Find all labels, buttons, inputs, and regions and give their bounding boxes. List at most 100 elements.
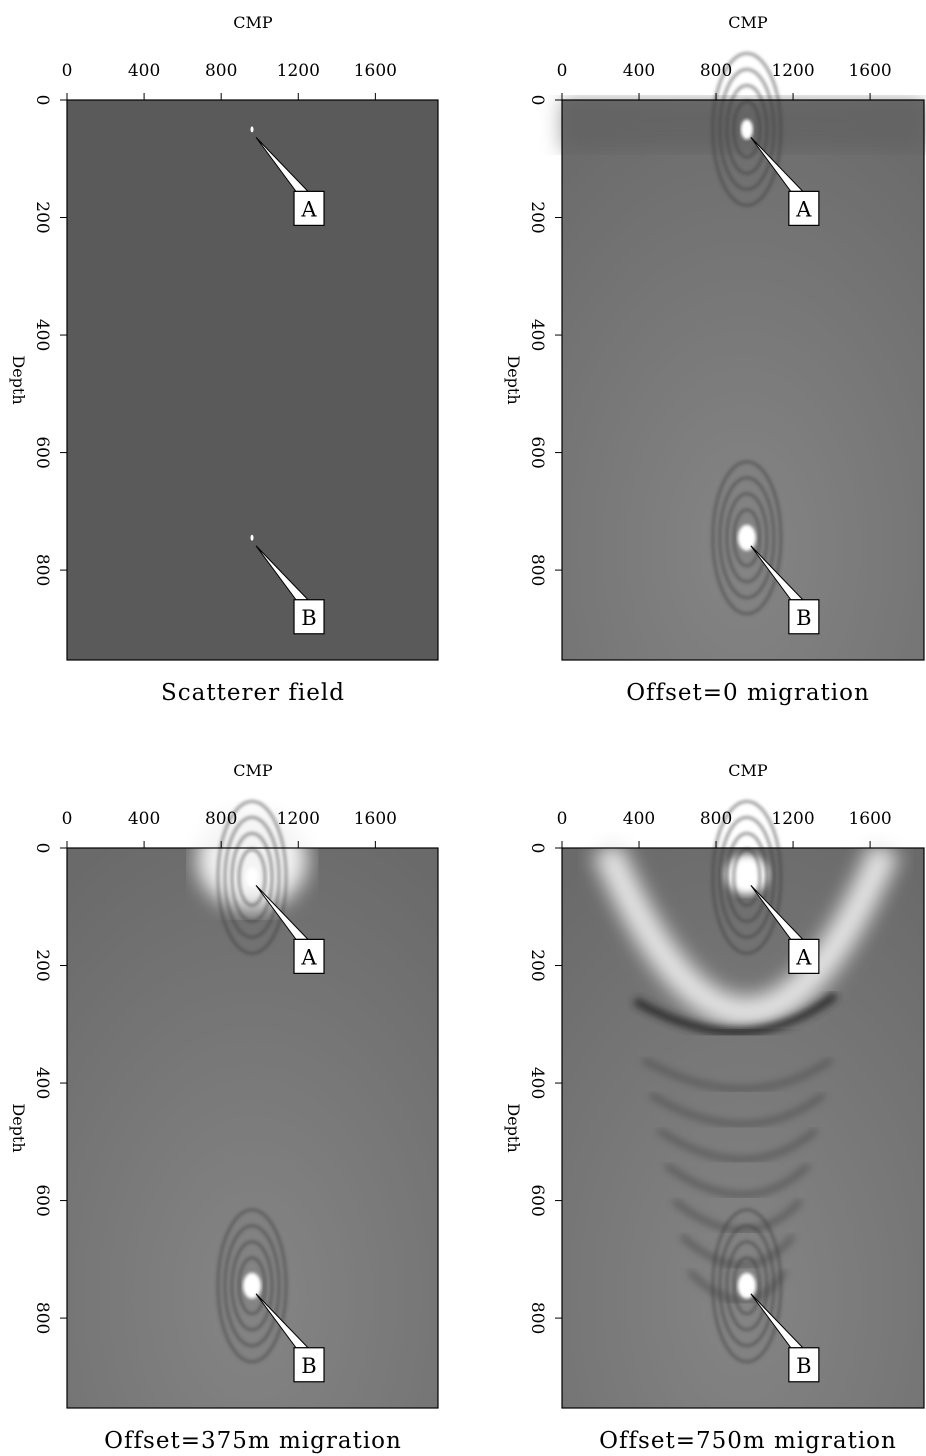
x-tick-label: 0 — [557, 61, 568, 81]
ripple — [237, 847, 267, 907]
ripple — [649, 1092, 826, 1127]
image — [67, 799, 438, 1408]
ripple — [732, 99, 762, 159]
y-tick-label: 800 — [527, 554, 547, 586]
panel: 0 400 800 1200 1600 0 200 400 600 800 CMP Depth Scat… — [9, 13, 439, 706]
y-tick-label: 200 — [32, 949, 52, 981]
label-box — [293, 938, 325, 974]
ripple — [216, 799, 288, 955]
y-tick-label: 0 — [32, 95, 52, 106]
x-tick-label: 1600 — [848, 61, 891, 81]
focus — [740, 119, 753, 140]
y-tick-label: 400 — [32, 319, 52, 351]
x-axis-label: CMP — [233, 13, 273, 32]
x-tick-label: 400 — [128, 809, 160, 829]
x-tick-label: 1200 — [277, 809, 320, 829]
focus — [243, 1272, 262, 1299]
y-axis-label: Depth — [504, 1103, 523, 1152]
bowl — [592, 842, 900, 1028]
y-tick-label: 600 — [32, 436, 52, 468]
x-tick-label: 400 — [128, 61, 160, 81]
focus — [737, 1272, 756, 1299]
ripple — [725, 1240, 769, 1332]
ripple — [718, 1224, 776, 1348]
caption: Offset=375m migration — [104, 1428, 402, 1454]
y-tick-label: 800 — [527, 1302, 547, 1334]
x-tick-label: 1600 — [354, 61, 397, 81]
x-tick-label: 1600 — [354, 809, 397, 829]
y-tick-label: 0 — [527, 95, 547, 106]
annotation: A — [300, 945, 317, 969]
ripple — [711, 1208, 783, 1364]
x-tick-label: 0 — [62, 61, 73, 81]
ripple — [223, 1224, 281, 1348]
ripple — [718, 67, 776, 191]
image-bg — [562, 100, 924, 660]
y-axis-label: Depth — [9, 355, 28, 404]
x-tick-label: 400 — [623, 61, 655, 81]
focus — [740, 867, 753, 888]
ripple — [711, 51, 783, 207]
caption: Offset=750m migration — [599, 1428, 897, 1454]
y-tick-label: 600 — [32, 1184, 52, 1216]
annotation: B — [796, 1354, 811, 1378]
ripple — [732, 1256, 762, 1316]
scatterer — [250, 534, 254, 541]
image — [67, 100, 438, 660]
annotation: B — [301, 1354, 316, 1378]
x-tick-label: 800 — [700, 809, 732, 829]
x-tick-label: 1600 — [848, 809, 891, 829]
annotation: B — [301, 606, 316, 630]
y-tick-label: 0 — [527, 843, 547, 854]
annotation: A — [300, 197, 317, 221]
x-axis-label: CMP — [233, 761, 273, 780]
x-tick-label: 800 — [205, 809, 237, 829]
caption: Offset=0 migration — [626, 680, 870, 706]
frame — [66, 847, 439, 1409]
y-tick-label: 600 — [527, 436, 547, 468]
x-axis-label: CMP — [728, 13, 768, 32]
label-box — [788, 599, 820, 635]
y-axis-label: Depth — [504, 355, 523, 404]
ripple — [687, 1269, 788, 1303]
ripple — [230, 831, 274, 923]
ripple — [223, 815, 281, 939]
y-tick-label: 800 — [32, 554, 52, 586]
frame — [561, 99, 925, 661]
ripple — [725, 83, 769, 175]
focus — [246, 867, 259, 888]
ripple — [237, 1256, 267, 1316]
x-tick-label: 400 — [623, 809, 655, 829]
y-tick-label: 400 — [527, 1067, 547, 1099]
ripple — [216, 1208, 288, 1364]
label-box — [788, 938, 820, 974]
ripple — [725, 492, 769, 584]
scatterer — [250, 126, 254, 133]
x-tick-label: 1200 — [277, 61, 320, 81]
y-tick-label: 600 — [527, 1184, 547, 1216]
ripple — [711, 460, 783, 616]
ripple — [725, 831, 769, 923]
x-tick-label: 800 — [700, 61, 732, 81]
annotation: A — [795, 197, 812, 221]
image-bg — [67, 100, 438, 660]
label-box — [293, 1347, 325, 1383]
ripple — [718, 815, 776, 939]
frame — [66, 99, 439, 661]
panel: 0 400 800 1200 1600 0 200 400 600 800 CMP Depth Offs… — [9, 761, 439, 1454]
ripple — [230, 1240, 274, 1332]
image-bg — [67, 848, 438, 1408]
y-axis-label: Depth — [9, 1103, 28, 1152]
ripple — [641, 1057, 833, 1092]
y-tick-label: 800 — [32, 1302, 52, 1334]
label-box — [788, 1347, 820, 1383]
label-box — [293, 599, 325, 635]
panel: 0 400 800 1200 1600 0 200 400 600 800 CMP Depth Offs… — [504, 13, 925, 706]
x-tick-label: 0 — [62, 809, 73, 829]
x-tick-label: 800 — [205, 61, 237, 81]
ripple — [732, 847, 762, 907]
x-tick-label: 1200 — [771, 809, 814, 829]
ripple — [672, 1198, 803, 1233]
image — [562, 51, 924, 660]
